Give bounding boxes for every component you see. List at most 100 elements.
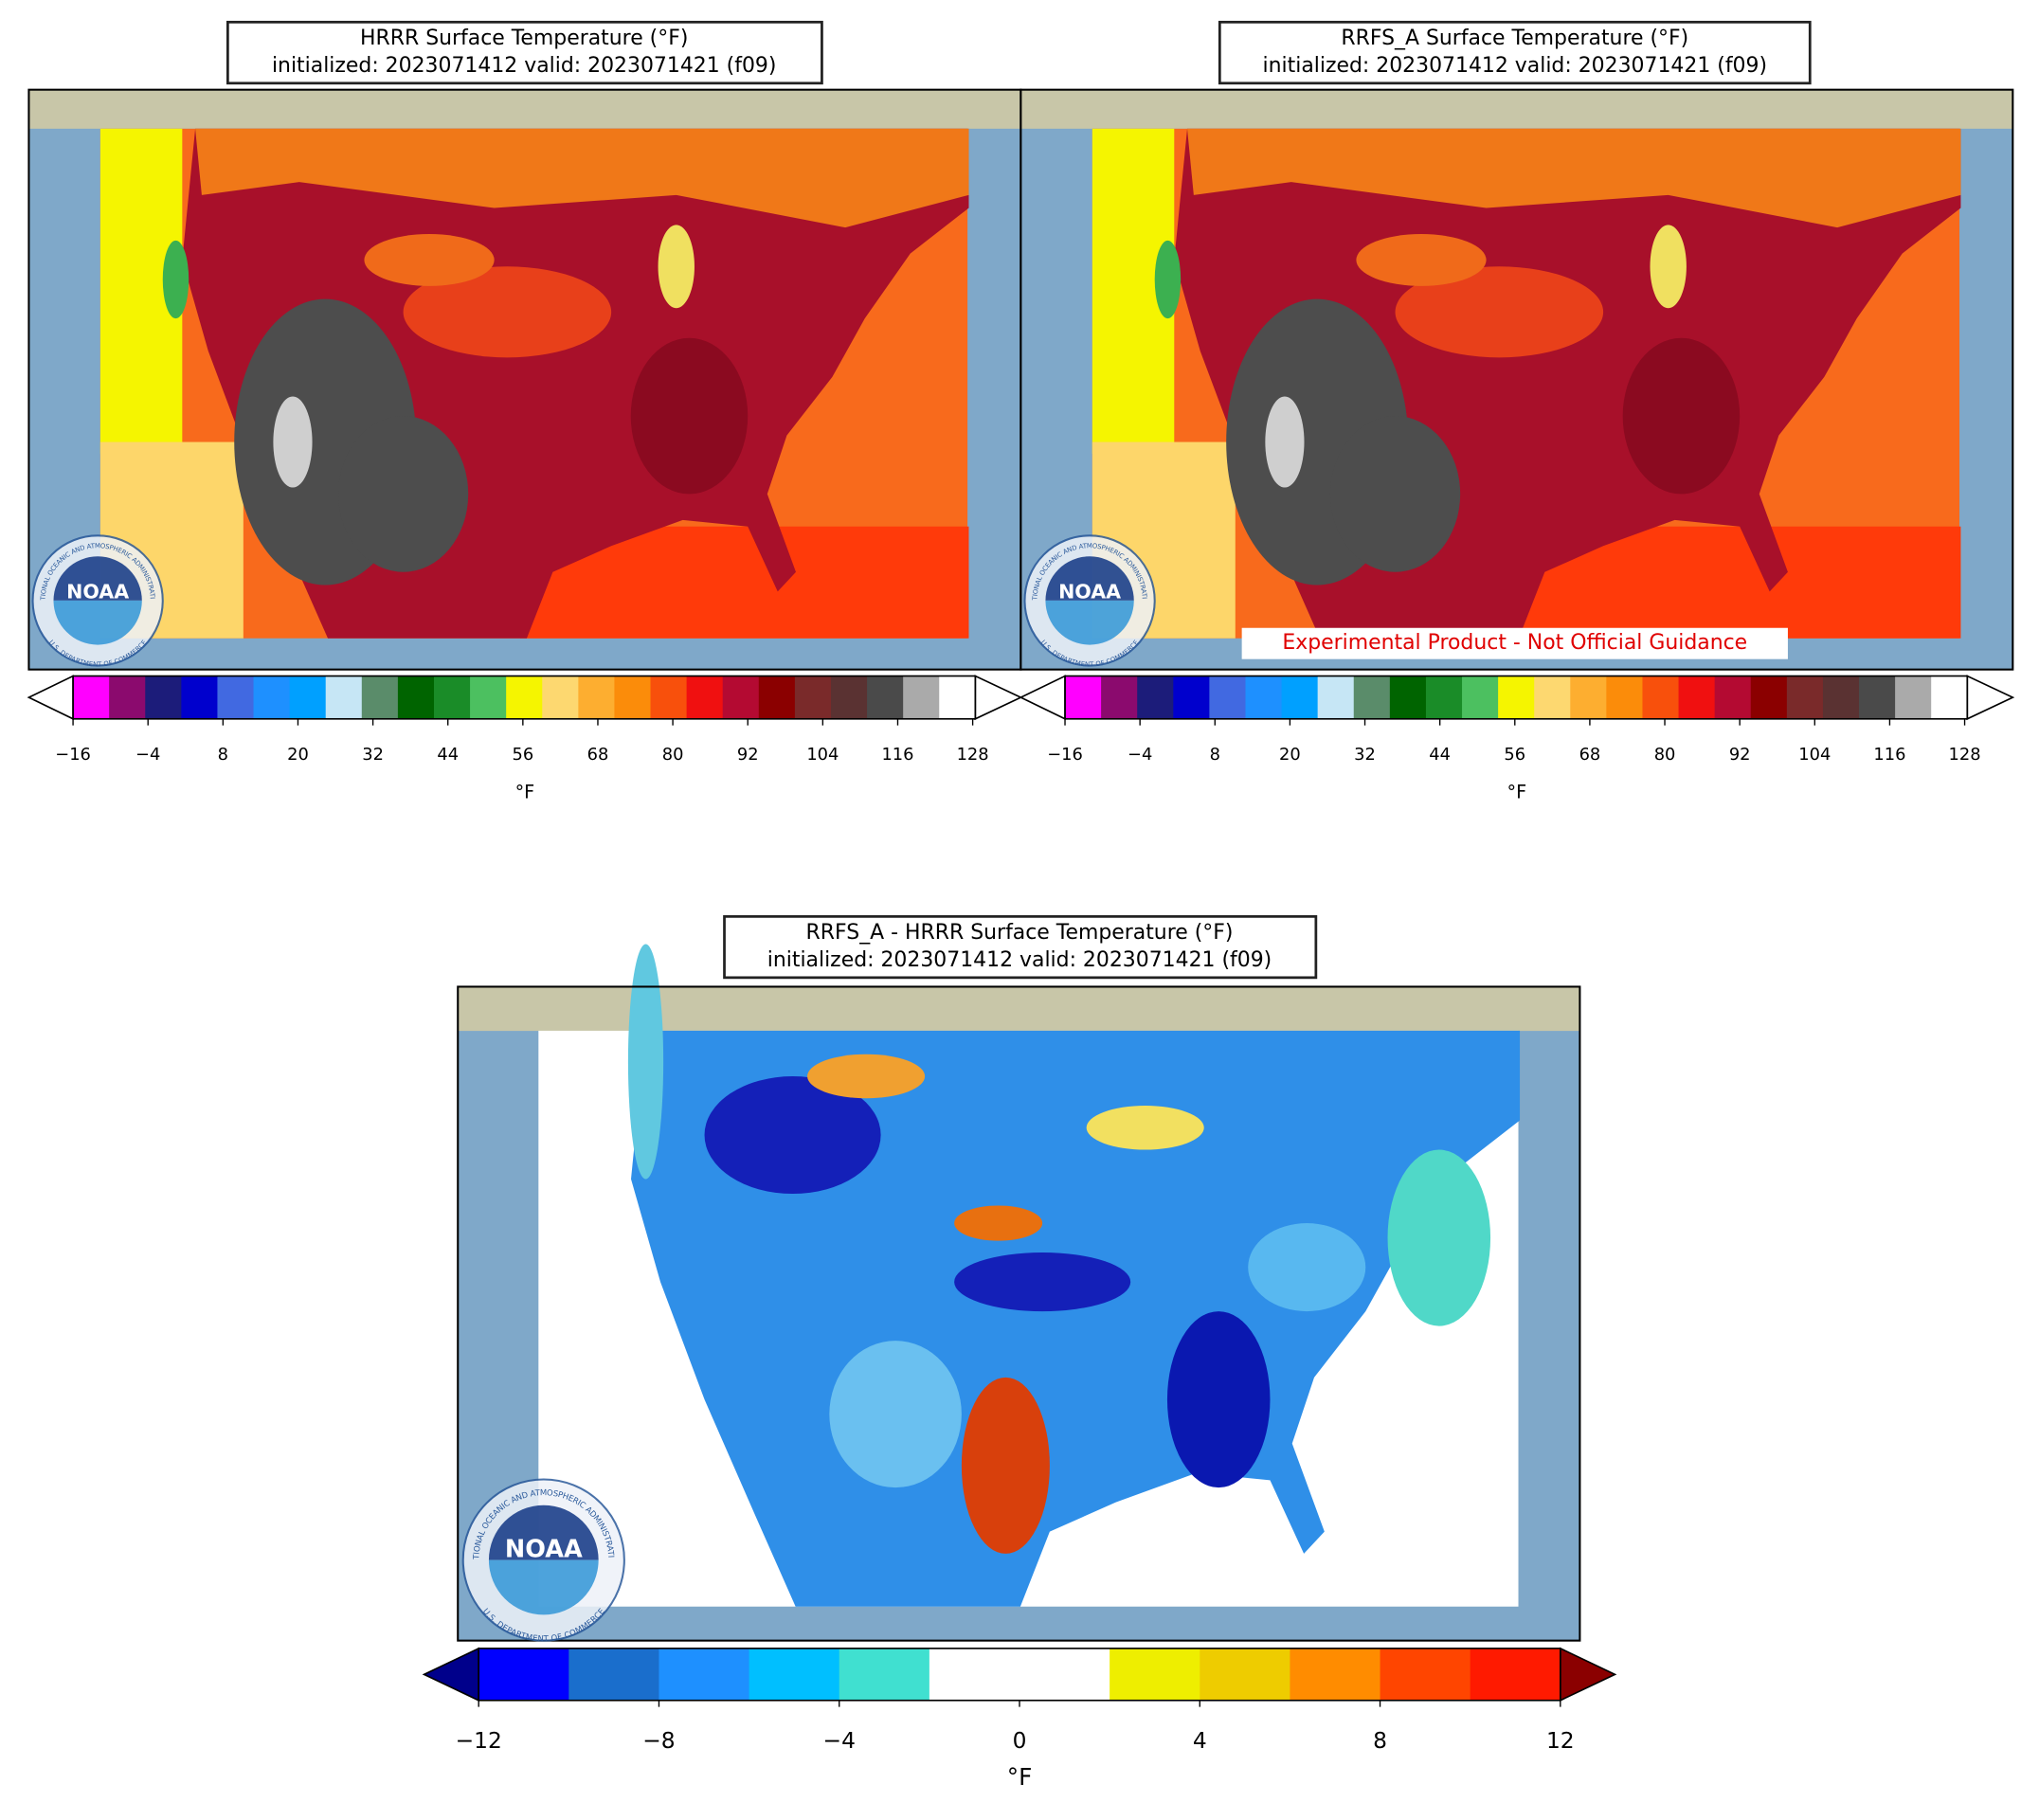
colorbar-bin — [1534, 676, 1571, 719]
colorbar-bin — [397, 676, 435, 719]
colorbar-bin — [1110, 1648, 1200, 1701]
colorbar-bin — [568, 1648, 660, 1701]
colorbar-tick-label: 8 — [1210, 745, 1220, 765]
colorbar-tick-label: 68 — [1579, 745, 1601, 765]
colorbar-tick-label: 92 — [737, 745, 759, 765]
colorbar-bin — [903, 676, 940, 719]
colorbar-bin — [929, 1648, 1020, 1701]
subtitle: initialized: 2023071412 valid: 202307142… — [272, 54, 776, 78]
colorbar-tick-label: 56 — [1504, 745, 1525, 765]
colorbar-tick-label: −12 — [456, 1728, 502, 1754]
colorbar-frame — [1064, 675, 1969, 720]
colorbar-tick-label: −4 — [1128, 745, 1152, 765]
colorbar-tick-label: 104 — [1798, 745, 1831, 765]
colorbar-bin — [1786, 676, 1824, 719]
colorbar-bin — [1606, 676, 1644, 719]
difference-field — [538, 944, 1521, 1607]
colorbar-bin — [1642, 676, 1680, 719]
colorbar-bin — [1498, 676, 1535, 719]
colorbar-tick-label: 80 — [662, 745, 684, 765]
colorbar-bin — [325, 676, 363, 719]
colorbar-bin — [614, 676, 652, 719]
colorbar-bin — [506, 676, 543, 719]
colorbar-bin — [839, 1648, 930, 1701]
colorbar-bin — [1931, 676, 1968, 719]
logo-name: NOAA — [505, 1535, 583, 1563]
colorbar-tick-label: −8 — [642, 1728, 675, 1754]
colorbar-tick-label: −4 — [823, 1728, 856, 1754]
temperature-field — [1092, 129, 1961, 639]
map-frame — [1020, 88, 2014, 671]
colorbar-tick-label: 44 — [1429, 745, 1451, 765]
colorbar-frame — [72, 675, 977, 720]
colorbar-bin — [1425, 676, 1463, 719]
colorbar-tick-label: 32 — [362, 745, 384, 765]
colorbar-extension — [1966, 675, 2015, 721]
colorbar-tick-label: 128 — [957, 745, 989, 765]
colorbar-bin — [578, 676, 616, 719]
colorbar-bin — [1470, 1648, 1561, 1701]
colorbar-bin — [145, 676, 183, 719]
title-box — [723, 914, 1318, 980]
colorbar-tick-label: 4 — [1193, 1728, 1207, 1754]
colorbar-tick-label: 92 — [1729, 745, 1751, 765]
map-land — [458, 986, 1580, 1032]
colorbar-bin — [1065, 676, 1102, 719]
colorbar-tick-label: 128 — [1949, 745, 1981, 765]
colorbar-bin — [433, 676, 471, 719]
colorbar-bin — [1895, 676, 1932, 719]
colorbar-tick-label: 8 — [218, 745, 228, 765]
colorbar-extension — [1019, 675, 1066, 721]
colorbar-tick-label: 20 — [287, 745, 309, 765]
colorbar-bin — [181, 676, 219, 719]
colorbar-bin — [650, 676, 688, 719]
logo-name: NOAA — [1058, 581, 1121, 604]
colorbar-bin — [1389, 676, 1427, 719]
colorbar-tick-label: 116 — [881, 745, 913, 765]
note-background — [1241, 627, 1788, 659]
colorbar-bin — [542, 676, 580, 719]
colorbar-bin — [1750, 676, 1788, 719]
colorbar-bin — [1101, 676, 1138, 719]
colorbar-tick-label: 104 — [806, 745, 839, 765]
colorbar-tick-label: 56 — [512, 745, 533, 765]
colorbar-bin — [1245, 676, 1283, 719]
title: HRRR Surface Temperature (°F) — [360, 27, 688, 50]
title: RRFS_A - HRRR Surface Temperature (°F) — [806, 921, 1234, 945]
colorbar-label: °F — [1507, 782, 1527, 803]
colorbar-tick-label: −4 — [135, 745, 160, 765]
map-land — [28, 89, 1021, 129]
colorbar-extension — [422, 1647, 480, 1703]
subtitle: initialized: 2023071412 valid: 202307142… — [767, 948, 1272, 972]
colorbar-tick-label: 80 — [1654, 745, 1676, 765]
colorbar-tick-label: 32 — [1354, 745, 1376, 765]
colorbar-tick-label: 116 — [1873, 745, 1905, 765]
subtitle: initialized: 2023071412 valid: 202307142… — [1263, 54, 1767, 78]
colorbar-bin — [1462, 676, 1499, 719]
logo-name: NOAA — [66, 581, 129, 604]
colorbar-label: °F — [515, 782, 535, 803]
colorbar-bin — [1678, 676, 1716, 719]
colorbar-bin — [867, 676, 904, 719]
colorbar-bin — [470, 676, 507, 719]
colorbar-bin — [217, 676, 255, 719]
colorbar-bin — [361, 676, 399, 719]
colorbar-extension — [974, 675, 1023, 721]
colorbar-bin — [758, 676, 796, 719]
colorbar-bin — [722, 676, 760, 719]
colorbar-bin — [1137, 676, 1174, 719]
colorbar-tick-label: −16 — [1047, 745, 1083, 765]
colorbar-bin — [1281, 676, 1319, 719]
map-frame — [457, 985, 1581, 1642]
colorbar-tick-label: 0 — [1013, 1728, 1027, 1754]
colorbar-bin — [794, 676, 832, 719]
colorbar-bin — [73, 676, 110, 719]
colorbar-bin — [289, 676, 327, 719]
colorbar-bin — [1714, 676, 1752, 719]
colorbar-bin — [659, 1648, 750, 1701]
colorbar-tick-label: 12 — [1546, 1728, 1575, 1754]
colorbar-bin — [478, 1648, 570, 1701]
colorbar-bin — [1317, 676, 1355, 719]
